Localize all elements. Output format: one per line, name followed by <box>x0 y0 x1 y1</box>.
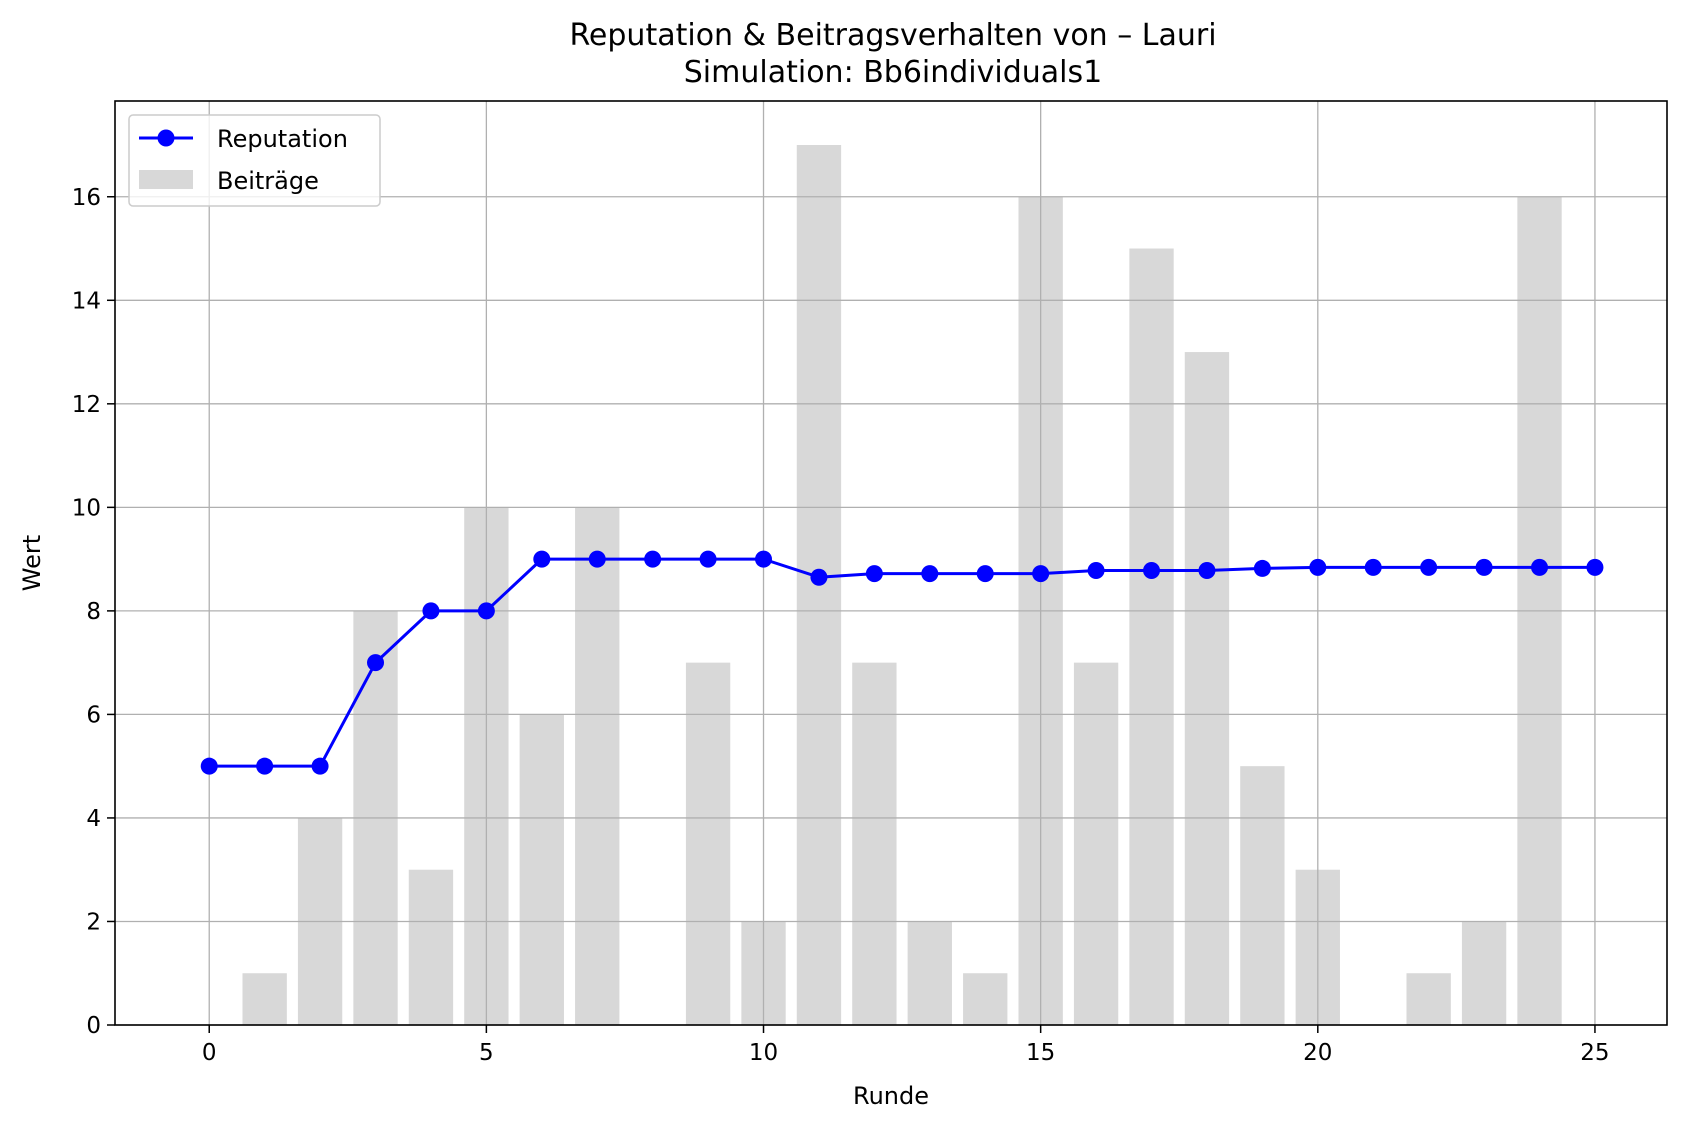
point-reputation-23 <box>1475 558 1493 576</box>
point-reputation-20 <box>1309 558 1327 576</box>
bar-beitraege-17 <box>1129 248 1174 1025</box>
x-axis-label: Runde <box>853 1082 929 1110</box>
point-reputation-5 <box>477 602 495 620</box>
point-reputation-18 <box>1198 562 1216 580</box>
bar-beitraege-14 <box>963 973 1008 1025</box>
y-tick-label-14: 14 <box>72 288 101 314</box>
x-tick-label-5: 5 <box>479 1040 494 1066</box>
line-layer <box>200 550 1604 775</box>
point-reputation-15 <box>1032 565 1050 583</box>
point-reputation-0 <box>200 757 218 775</box>
bar-beitraege-6 <box>519 714 564 1025</box>
bar-beitraege-18 <box>1184 352 1230 1025</box>
bar-beitraege-1 <box>242 973 287 1025</box>
point-reputation-9 <box>699 550 717 568</box>
x-tick-label-0: 0 <box>202 1040 217 1066</box>
point-reputation-24 <box>1531 558 1549 576</box>
point-reputation-3 <box>367 654 385 672</box>
x-tick-label-20: 20 <box>1303 1040 1332 1066</box>
bar-beitraege-12 <box>852 662 897 1025</box>
point-reputation-12 <box>865 565 883 583</box>
point-reputation-2 <box>311 757 329 775</box>
ticks-layer: 0 5 10 15 20 25 0 2 4 6 8 10 12 14 16 <box>72 185 1610 1066</box>
point-reputation-11 <box>810 568 828 586</box>
point-reputation-22 <box>1420 558 1438 576</box>
bars-layer <box>242 145 1562 1026</box>
point-reputation-7 <box>588 550 606 568</box>
y-tick-label-8: 8 <box>86 599 101 625</box>
y-tick-label-10: 10 <box>72 495 101 521</box>
y-axis-label: Wert <box>18 535 46 591</box>
bar-beitraege-13 <box>907 921 952 1025</box>
point-reputation-21 <box>1364 558 1382 576</box>
x-tick-label-10: 10 <box>749 1040 778 1066</box>
plot-frame <box>114 100 1668 1026</box>
x-tick-label-15: 15 <box>1026 1040 1055 1066</box>
legend-label-reputation: Reputation <box>217 125 348 153</box>
legend-label-beitraege: Beiträge <box>217 167 319 195</box>
bar-beitraege-22 <box>1406 973 1451 1025</box>
bar-beitraege-4 <box>408 869 454 1025</box>
y-tick-label-2: 2 <box>86 909 101 935</box>
line-reputation <box>209 557 1595 768</box>
point-reputation-17 <box>1143 562 1161 580</box>
bar-beitraege-19 <box>1240 766 1285 1025</box>
y-tick-label-16: 16 <box>72 185 101 211</box>
chart-title: Reputation & Beitragsverhalten von – Lau… <box>569 18 1216 53</box>
bar-beitraege-23 <box>1461 921 1507 1025</box>
y-tick-label-6: 6 <box>86 702 101 728</box>
y-tick-label-4: 4 <box>86 806 101 832</box>
bar-beitraege-9 <box>685 662 731 1025</box>
point-reputation-19 <box>1253 559 1271 577</box>
chart-subtitle: Simulation: Bb6individuals1 <box>684 55 1102 90</box>
y-tick-label-0: 0 <box>86 1013 101 1039</box>
point-reputation-6 <box>533 550 551 568</box>
bar-beitraege-16 <box>1073 662 1119 1025</box>
point-reputation-8 <box>644 550 662 568</box>
point-reputation-10 <box>755 550 773 568</box>
point-reputation-1 <box>256 757 274 775</box>
x-tick-label-25: 25 <box>1580 1040 1609 1066</box>
legend-bar-swatch <box>139 170 193 189</box>
bar-beitraege-7 <box>575 507 620 1026</box>
point-reputation-16 <box>1087 562 1105 580</box>
point-reputation-4 <box>422 602 440 620</box>
point-reputation-14 <box>976 565 994 583</box>
point-reputation-25 <box>1586 558 1604 576</box>
legend-marker-swatch <box>157 129 175 147</box>
y-tick-label-12: 12 <box>72 392 101 418</box>
point-reputation-13 <box>921 565 939 583</box>
legend: Reputation Beiträge <box>128 114 381 207</box>
